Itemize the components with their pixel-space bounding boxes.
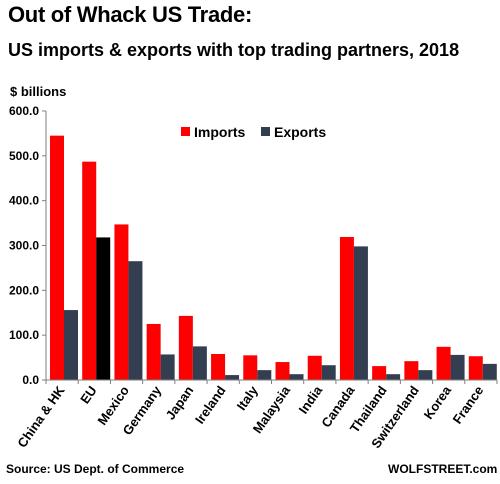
brand-watermark: WOLFSTREET.com [388,462,498,476]
bar-imports [372,366,387,380]
x-category-label: China & HK [14,383,68,451]
y-tick-label: 0.0 [22,373,39,387]
bar-exports [257,370,272,380]
legend-label-imports: Imports [194,124,246,140]
bar-exports [450,354,465,380]
y-axis-unit-label: $ billions [10,84,67,99]
source-note: Source: US Dept. of Commerce [6,462,185,476]
bar-exports [192,346,207,380]
bar-exports [482,363,497,380]
bar-imports [404,361,419,380]
bar-imports [243,355,258,380]
bar-imports [275,362,290,380]
x-category-label: EU [77,383,100,406]
bar-exports [418,370,433,380]
legend-swatch-imports [181,127,190,136]
x-category-label: Ireland [192,383,229,427]
bar-imports [50,135,64,380]
y-tick-label: 400.0 [9,194,39,208]
y-tick-label: 100.0 [9,328,39,342]
legend-label-exports: Exports [274,124,326,140]
x-category-label: Japan [163,383,197,422]
bar-exports [128,261,143,380]
y-tick-label: 200.0 [9,283,39,297]
legend: Imports Exports [181,124,326,140]
bar-imports [436,346,451,380]
chart-title: Out of Whack US Trade: [8,2,252,27]
bar-imports [146,323,161,380]
bar-exports [386,374,401,380]
axis-layer: 0.0 100.0 200.0 300.0 400.0 500.0 600.0 China &… [9,104,498,451]
bar-exports [321,365,336,380]
y-tick-label: 600.0 [9,104,39,118]
bar-imports [468,356,483,380]
bar-imports [114,224,129,380]
bar-imports [211,353,226,380]
bars-layer [50,135,497,380]
bar-exports [160,354,175,380]
y-tick-label: 500.0 [9,149,39,163]
x-category-label: Italy [234,382,262,413]
bar-imports [339,236,354,380]
bar-exports [96,237,111,380]
bar-exports [289,374,304,380]
bar-imports [307,355,322,380]
bar-exports [353,246,368,380]
x-category-label: Korea [421,382,455,421]
bar-imports [178,315,193,380]
x-category-label: India [296,382,326,416]
legend-swatch-exports [261,127,270,136]
x-category-label: France [450,383,487,427]
y-tick-label: 300.0 [9,239,39,253]
bar-exports [225,375,240,380]
bar-exports [64,310,78,380]
chart-subtitle: US imports & exports with top trading pa… [8,40,460,60]
bar-imports [82,161,97,380]
